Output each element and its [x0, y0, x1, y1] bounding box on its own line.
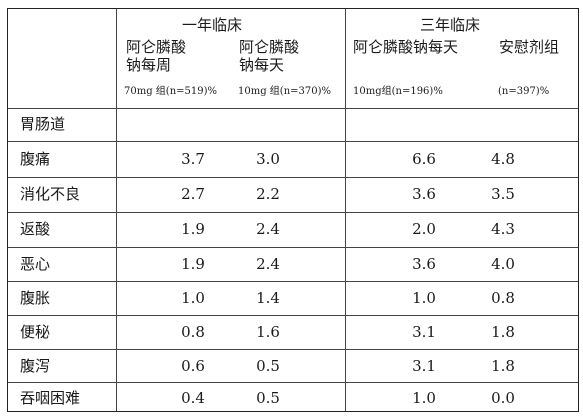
cell-placebo: 1.8: [491, 357, 515, 375]
row-divider: [8, 141, 578, 142]
cell-weekly-70mg: 0.8: [181, 323, 205, 341]
cell-daily-10mg-3yr: 6.6: [412, 150, 436, 168]
cell-placebo: 4.3: [491, 220, 515, 238]
row-label: 消化不良: [20, 185, 81, 203]
row-divider: [8, 349, 578, 350]
header-col4-line1: 安慰剂组: [499, 38, 560, 56]
cell-daily-10mg-3yr: 3.1: [412, 357, 436, 375]
cell-placebo: 0.0: [491, 389, 515, 407]
cell-weekly-70mg: 3.7: [181, 150, 205, 168]
cell-daily-10mg-3yr: 1.0: [412, 389, 436, 407]
row-label: 腹痛: [20, 150, 51, 168]
cell-daily-10mg-1yr: 2.2: [256, 185, 280, 203]
cell-weekly-70mg: 0.4: [181, 389, 205, 407]
header-group-one-year: 一年临床: [182, 16, 243, 34]
adverse-events-table: 一年临床 三年临床 阿仑膦酸 钠每周 70mg 组(n=519)% 阿仑膦酸 钠…: [7, 8, 579, 412]
header-col2-note: 10mg 组(n=370)%: [238, 86, 331, 97]
cell-daily-10mg-1yr: 0.5: [256, 389, 280, 407]
row-label: 便秘: [20, 323, 51, 341]
cell-daily-10mg-1yr: 1.6: [256, 323, 280, 341]
header-col1-note: 70mg 组(n=519)%: [124, 86, 217, 97]
row-label: 吞咽困难: [20, 389, 81, 407]
cell-daily-10mg-3yr: 3.1: [412, 323, 436, 341]
cell-weekly-70mg: 1.0: [181, 289, 205, 307]
group-divider: [345, 9, 346, 411]
cell-placebo: 0.8: [491, 289, 515, 307]
header-col4-note: (n=397)%: [498, 86, 550, 97]
header-col1-line2: 钠每周: [126, 56, 172, 74]
row-divider: [8, 212, 578, 213]
cell-placebo: 1.8: [491, 323, 515, 341]
row-label: 恶心: [20, 255, 51, 273]
row-divider: [8, 382, 578, 383]
row-divider: [8, 108, 578, 109]
cell-daily-10mg-1yr: 2.4: [256, 255, 280, 273]
row-label: 返酸: [20, 220, 51, 238]
row-divider: [8, 315, 578, 316]
row-label: 腹泻: [20, 357, 51, 375]
header-col2-line1: 阿仑膦酸: [239, 38, 300, 56]
cell-weekly-70mg: 2.7: [181, 185, 205, 203]
row-divider: [8, 281, 578, 282]
cell-daily-10mg-3yr: 1.0: [412, 289, 436, 307]
row-divider: [8, 247, 578, 248]
cell-daily-10mg-1yr: 2.4: [256, 220, 280, 238]
cell-placebo: 4.8: [491, 150, 515, 168]
header-group-three-year: 三年临床: [420, 16, 481, 34]
cell-weekly-70mg: 1.9: [181, 255, 205, 273]
header-col3-line1: 阿仑膦酸钠每天: [353, 38, 459, 56]
section-label-gastrointestinal: 胃肠道: [20, 115, 66, 133]
cell-daily-10mg-3yr: 2.0: [412, 220, 436, 238]
header-col1-line1: 阿仑膦酸: [126, 38, 187, 56]
cell-placebo: 3.5: [491, 185, 515, 203]
cell-daily-10mg-3yr: 3.6: [412, 255, 436, 273]
cell-daily-10mg-1yr: 0.5: [256, 357, 280, 375]
header-col3-note: 10mg组(n=196)%: [353, 86, 443, 97]
cell-placebo: 4.0: [491, 255, 515, 273]
row-divider: [8, 177, 578, 178]
cell-weekly-70mg: 0.6: [181, 357, 205, 375]
cell-daily-10mg-1yr: 3.0: [256, 150, 280, 168]
header-col2-line2: 钠每天: [239, 56, 285, 74]
cell-daily-10mg-3yr: 3.6: [412, 185, 436, 203]
cell-weekly-70mg: 1.9: [181, 220, 205, 238]
row-label: 腹胀: [20, 289, 51, 307]
cell-daily-10mg-1yr: 1.4: [256, 289, 280, 307]
column-divider: [116, 9, 117, 411]
